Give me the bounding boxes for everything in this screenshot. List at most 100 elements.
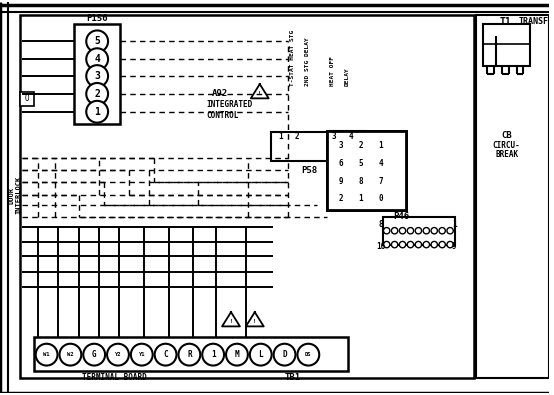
Text: TRANSF: TRANSF (519, 17, 548, 26)
Text: 2ND STG DELAY: 2ND STG DELAY (305, 37, 310, 86)
Circle shape (83, 344, 105, 365)
Circle shape (178, 344, 200, 365)
Bar (327, 131, 407, 210)
Bar (330, 131, 366, 141)
Text: G: G (92, 350, 96, 359)
Text: 9: 9 (338, 177, 343, 186)
Circle shape (415, 241, 422, 248)
Bar (476, 15, 549, 378)
Circle shape (353, 173, 369, 189)
Circle shape (373, 137, 389, 153)
Circle shape (297, 344, 319, 365)
Text: 1: 1 (278, 132, 283, 141)
Text: DOOR
INTERLOCK: DOOR INTERLOCK (8, 176, 22, 214)
Circle shape (334, 156, 348, 170)
Text: 5: 5 (358, 159, 363, 168)
Bar (20, 15, 474, 378)
Text: P58: P58 (301, 166, 317, 175)
Text: P156: P156 (86, 14, 108, 23)
Text: INTEGRATED: INTEGRATED (206, 100, 253, 109)
Text: R: R (187, 350, 192, 359)
Text: !: ! (229, 318, 233, 324)
Circle shape (373, 155, 389, 171)
Bar (275, 135, 289, 157)
Text: 5: 5 (94, 36, 100, 46)
Bar (383, 217, 455, 245)
Circle shape (202, 344, 224, 365)
Circle shape (415, 228, 422, 234)
Text: 1: 1 (358, 194, 363, 203)
Text: DELAY: DELAY (345, 67, 350, 86)
Bar (74, 24, 120, 124)
Circle shape (334, 139, 348, 152)
Circle shape (392, 241, 398, 248)
Circle shape (399, 241, 406, 248)
Text: CONTROL: CONTROL (206, 111, 239, 120)
Text: 2: 2 (295, 132, 300, 141)
Text: 3: 3 (338, 141, 343, 150)
Bar (291, 135, 305, 157)
Text: TERMINAL BOARD: TERMINAL BOARD (81, 373, 146, 382)
Text: HEAT OFF: HEAT OFF (330, 56, 335, 86)
Text: 1: 1 (378, 141, 383, 150)
Circle shape (374, 156, 388, 170)
Circle shape (86, 83, 108, 105)
Text: 3: 3 (332, 132, 336, 141)
Circle shape (373, 173, 389, 189)
Circle shape (250, 344, 271, 365)
Circle shape (354, 156, 368, 170)
Text: 2: 2 (358, 141, 363, 150)
Circle shape (334, 192, 348, 206)
Circle shape (86, 101, 108, 122)
Circle shape (447, 241, 453, 248)
Circle shape (431, 228, 438, 234)
Circle shape (155, 344, 177, 365)
Text: 7: 7 (378, 177, 383, 186)
Text: T1: T1 (500, 17, 511, 26)
Bar (345, 135, 359, 157)
Circle shape (374, 174, 388, 188)
Bar (327, 131, 407, 210)
Circle shape (86, 30, 108, 52)
Bar (483, 24, 530, 66)
Circle shape (354, 139, 368, 152)
Circle shape (383, 241, 390, 248)
Circle shape (407, 228, 414, 234)
Text: 16: 16 (376, 242, 386, 251)
Text: 1: 1 (452, 220, 456, 229)
Circle shape (333, 191, 349, 207)
Circle shape (354, 174, 368, 188)
Text: 4: 4 (94, 54, 100, 64)
Text: P46: P46 (393, 213, 409, 221)
Text: !: ! (258, 90, 261, 96)
Circle shape (392, 228, 398, 234)
Text: L: L (258, 350, 263, 359)
Circle shape (333, 155, 349, 171)
Circle shape (353, 191, 369, 207)
Circle shape (353, 155, 369, 171)
Bar (34, 337, 348, 371)
Text: CB: CB (501, 131, 512, 140)
Circle shape (354, 192, 368, 206)
Text: C: C (163, 350, 168, 359)
Bar (271, 132, 366, 161)
Circle shape (353, 137, 369, 153)
Circle shape (399, 228, 406, 234)
Text: DS: DS (305, 352, 311, 357)
Circle shape (274, 344, 295, 365)
Circle shape (59, 344, 81, 365)
Bar (328, 135, 342, 157)
Text: 4: 4 (348, 132, 353, 141)
Text: W1: W1 (43, 352, 50, 357)
Circle shape (107, 344, 129, 365)
Bar (20, 92, 34, 106)
Text: Y1: Y1 (138, 352, 145, 357)
Circle shape (407, 241, 414, 248)
Text: 9: 9 (452, 242, 456, 251)
Circle shape (383, 228, 390, 234)
Circle shape (374, 139, 388, 152)
Circle shape (423, 241, 429, 248)
Text: 0: 0 (378, 194, 383, 203)
Circle shape (131, 344, 153, 365)
Text: T-STAT HEAT STG: T-STAT HEAT STG (290, 30, 295, 86)
